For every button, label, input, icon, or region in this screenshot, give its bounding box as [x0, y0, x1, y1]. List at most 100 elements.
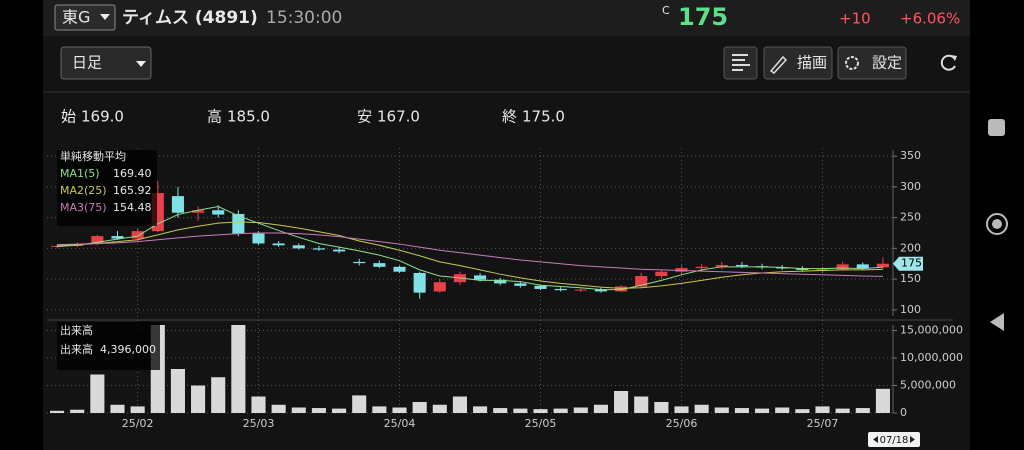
y-tick-label: 5,000,000 — [900, 379, 956, 392]
ma-line — [57, 206, 883, 291]
volume-legend-name: 出来高 — [60, 342, 93, 356]
draw-label: 描画 — [797, 54, 827, 72]
volume-bar — [815, 406, 830, 413]
volume-bar — [50, 410, 65, 413]
refresh-icon[interactable] — [940, 54, 956, 71]
candle-body — [615, 286, 628, 292]
candle-body — [131, 231, 144, 239]
candle-body — [836, 264, 849, 270]
y-tick-label: 150 — [900, 272, 921, 285]
ohlc-value: 185.0 — [227, 108, 270, 126]
period-select[interactable] — [60, 46, 152, 80]
volume-bar — [130, 406, 145, 413]
ohlc-value: 175.0 — [522, 108, 565, 126]
candle-body — [635, 276, 648, 287]
candle-body — [594, 289, 607, 292]
volume-bar — [432, 404, 447, 413]
ma-line — [57, 232, 883, 277]
y-tick-label: 15,000,000 — [900, 324, 963, 337]
dropdown-arrow — [100, 14, 110, 20]
legend-name: MA2(25) — [60, 184, 107, 197]
candle-body — [393, 266, 406, 272]
y-tick-label: 100 — [900, 303, 921, 316]
candle-body — [433, 282, 446, 292]
settings-button[interactable] — [837, 46, 907, 80]
candle-body — [91, 236, 104, 245]
volume-bar — [855, 408, 870, 413]
y-tick-label: 0 — [900, 406, 907, 419]
volume-bar — [553, 408, 568, 413]
volume-bar — [573, 407, 588, 413]
market-select[interactable] — [54, 4, 116, 31]
period: 日足 — [72, 54, 102, 72]
cursor-next — [910, 436, 915, 443]
y-tick-label: 200 — [900, 241, 921, 254]
candle-body — [353, 261, 366, 264]
candle-body — [554, 288, 567, 291]
candle-body — [111, 236, 124, 239]
candle-body — [272, 243, 285, 246]
list-button[interactable] — [723, 46, 758, 80]
candle-body — [413, 272, 426, 293]
pencil-icon — [769, 55, 788, 74]
list-icon — [732, 54, 750, 71]
volume-bar — [593, 404, 608, 413]
volume-bar — [311, 408, 326, 413]
stock-name: ティムス (4891) — [122, 8, 258, 28]
price: 175 — [678, 3, 728, 31]
cursor-badge — [868, 432, 920, 447]
volume-bar — [835, 408, 850, 413]
volume-bar — [755, 408, 770, 413]
candle-body — [252, 233, 265, 244]
candle-body — [373, 263, 386, 267]
nav-back[interactable] — [990, 313, 1004, 331]
candle-body — [876, 263, 889, 268]
y-tick-label: 350 — [900, 149, 921, 162]
legend-name: MA1(5) — [60, 167, 100, 180]
volume-legend-bg — [57, 322, 160, 370]
volume-bar — [211, 377, 226, 413]
candle-body — [514, 283, 527, 286]
candle-body — [312, 248, 325, 250]
volume-bar — [473, 406, 488, 413]
refresh-arrow — [951, 55, 957, 61]
volume-bar — [634, 396, 649, 413]
nav-recent[interactable] — [988, 119, 1005, 136]
nav-home[interactable] — [986, 213, 1008, 235]
volume-bar — [795, 409, 810, 413]
x-tick-label: 25/06 — [666, 417, 698, 430]
x-tick-label: 25/02 — [122, 417, 154, 430]
price-tag: 175 — [901, 257, 922, 270]
candle-body — [534, 285, 547, 289]
volume-bar — [332, 408, 347, 413]
candle-body — [292, 245, 305, 249]
price-flag: C — [662, 4, 670, 17]
legend-name: MA3(75) — [60, 201, 107, 214]
ohlc-label: 終 — [502, 108, 517, 126]
draw-button[interactable] — [763, 46, 833, 80]
ohlc-label: 始 — [61, 108, 76, 126]
candle-body — [474, 275, 487, 280]
candle-body — [494, 279, 507, 284]
volume-bar — [231, 325, 246, 413]
volume-bar — [170, 369, 185, 413]
candle-body — [655, 271, 668, 277]
volume-bar — [513, 408, 528, 413]
candle-body — [212, 210, 225, 215]
volume-bar — [90, 374, 105, 413]
time: 15:30:00 — [266, 8, 342, 28]
candle-body — [171, 196, 184, 213]
candle-body — [574, 289, 587, 291]
volume-bar — [251, 396, 266, 413]
x-tick-label: 25/03 — [243, 417, 275, 430]
ohlc-value: 167.0 — [377, 108, 420, 126]
settings-label: 設定 — [872, 54, 902, 72]
market: 東G — [62, 8, 90, 27]
ohlc-label: 高 — [207, 108, 222, 126]
ma-line — [57, 221, 883, 289]
candle-body — [695, 266, 708, 269]
volume-legend-value: 4,396,000 — [100, 343, 156, 356]
gear-icon — [845, 56, 859, 70]
volume-bar — [110, 404, 125, 413]
candle-body — [715, 264, 728, 267]
